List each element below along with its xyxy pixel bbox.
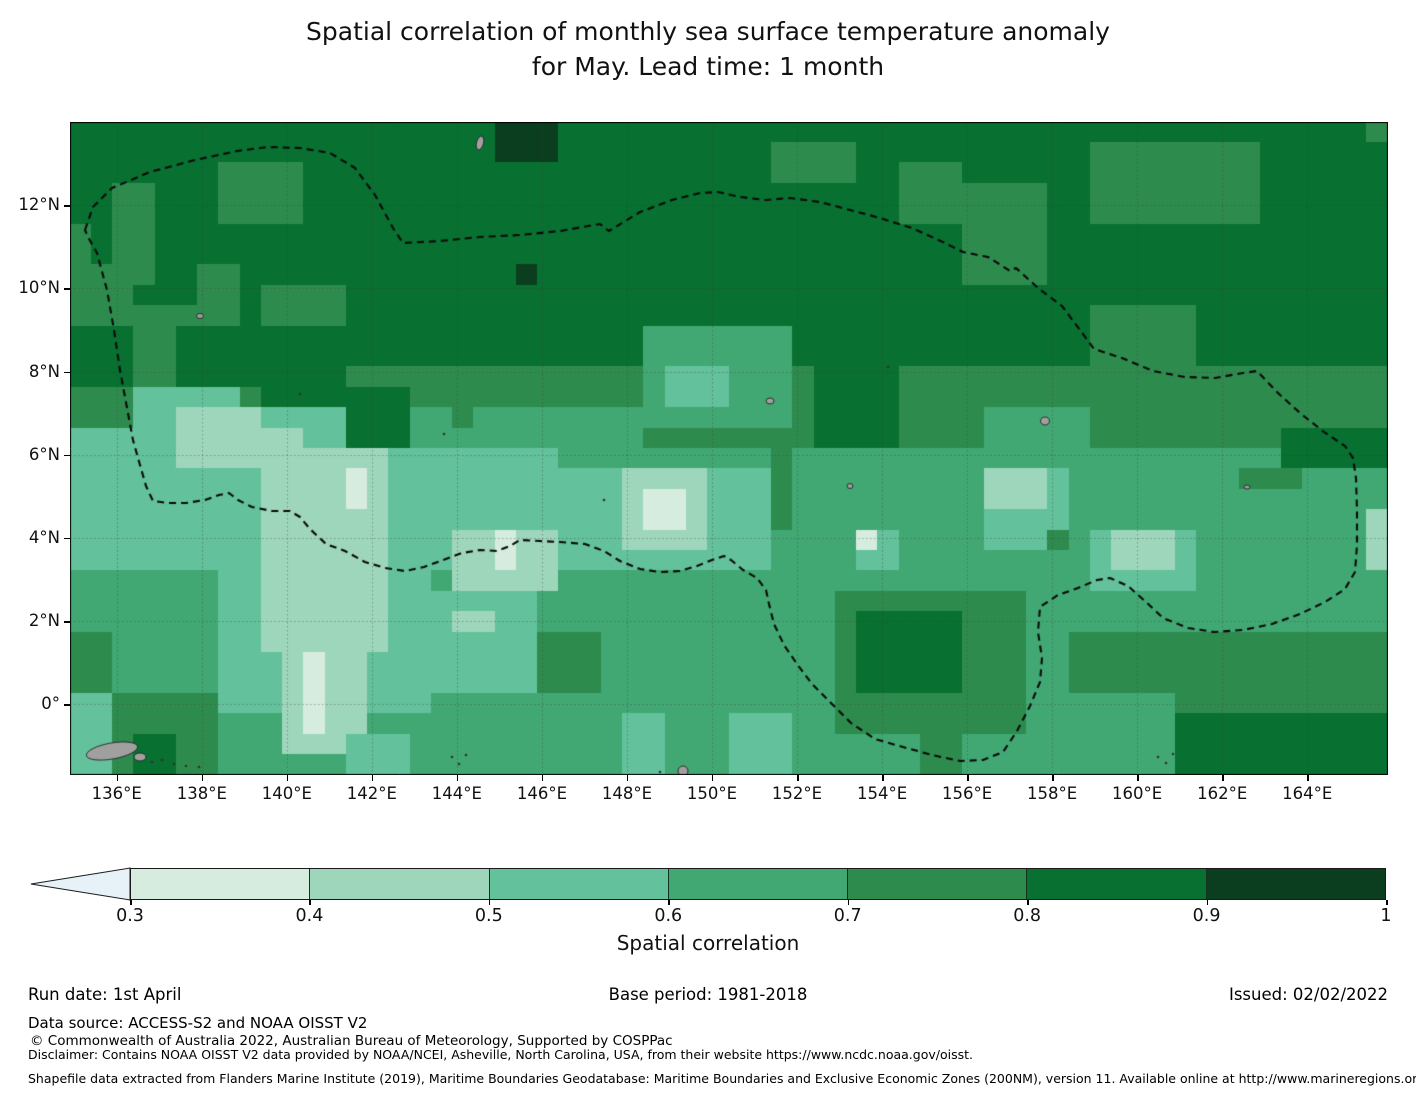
y-tick-label: 12°N [18,195,60,215]
copyright-text: © Commonwealth of Australia 2022, Austra… [30,1033,673,1049]
x-tick-mark [201,775,204,781]
title-line-1: Spatial correlation of monthly sea surfa… [306,17,1110,46]
colorbar-tick-mark [1027,900,1029,905]
data-source-text: Data source: ACCESS-S2 and NOAA OISST V2 [28,1014,368,1032]
x-tick-label: 148°E [601,784,653,803]
x-tick-mark [797,775,799,781]
colorbar-tick-mark [668,900,670,905]
y-tick-mark [64,704,70,706]
y-tick-mark [64,454,70,457]
colorbar-tick-label: 0.8 [1013,906,1042,926]
disclaimer-text: Disclaimer: Contains NOAA OISST V2 data … [28,1047,973,1062]
x-tick-label: 162°E [1197,784,1248,803]
x-tick-mark [116,775,119,781]
colorbar-label: Spatial correlation [616,931,800,955]
colorbar-tick-label: 0.6 [654,906,683,926]
colorbar-tick-label: 0.9 [1192,906,1221,926]
x-tick-label: 146°E [516,784,567,803]
run-date-text: Run date: 1st April [28,985,182,1004]
x-tick-mark [1052,775,1054,781]
y-tick-label: 8°N [28,361,60,381]
x-tick-label: 144°E [431,784,482,803]
colorbar-underflow-arrow [30,867,131,901]
y-tick-label: 6°N [28,444,60,464]
x-tick-label: 152°E [771,784,823,803]
colorbar-tick-label: 0.5 [474,906,503,926]
x-tick-label: 158°E [1027,784,1078,803]
x-tick-mark [626,775,629,781]
title-line-2: for May. Lead time: 1 month [531,52,885,81]
x-tick-label: 142°E [346,784,397,803]
x-tick-label: 140°E [261,784,312,803]
y-tick-label: 2°N [28,611,60,631]
x-tick-label: 154°E [856,784,908,803]
x-tick-mark [456,775,459,781]
page-title: Spatial correlation of monthly sea surfa… [0,14,1416,84]
y-tick-mark [64,205,70,207]
colorbar-segment-0.9-1 [1205,869,1385,899]
x-tick-mark [882,775,884,781]
colorbar-segment-0.3-0.4 [131,869,310,899]
x-tick-mark [1222,775,1224,781]
base-period-text: Base period: 1981-2018 [608,985,808,1004]
colorbar-segment-0.4-0.5 [309,869,489,899]
y-tick-label: 0° [41,694,60,714]
y-tick-label: 4°N [28,527,60,547]
colorbar-segment-0.5-0.6 [488,869,668,899]
colorbar-segment-0.8-0.9 [1026,869,1206,899]
colorbar-segment-0.7-0.8 [847,869,1027,899]
colorbar-tick-mark [309,900,311,905]
x-tick-label: 156°E [941,784,993,803]
colorbar-tick-label: 0.3 [116,906,144,926]
x-tick-mark [1307,775,1309,781]
x-tick-mark [967,775,969,781]
colorbar-bar [130,868,1386,900]
colorbar-tick-mark [488,900,491,905]
y-tick-mark [64,371,70,374]
x-tick-mark [286,775,289,781]
colorbar-segment-0.6-0.7 [667,869,848,899]
colorbar-tick-mark [1386,900,1388,905]
y-tick-mark [64,537,70,540]
x-tick-label: 136°E [91,784,142,803]
colorbar-tick-label: 1 [1380,906,1392,926]
x-tick-label: 164°E [1282,784,1333,803]
x-tick-mark [541,775,544,781]
colorbar-tick-mark [847,900,850,905]
issued-text: Issued: 02/02/2022 [1228,985,1388,1004]
colorbar-tick-label: 0.4 [295,906,324,926]
x-tick-mark [1137,775,1139,781]
x-tick-mark [371,775,374,781]
x-tick-label: 160°E [1112,784,1163,803]
map-canvas [70,122,1388,775]
y-tick-mark [64,621,70,623]
y-tick-label: 10°N [18,278,60,298]
x-tick-label: 150°E [686,784,738,803]
x-tick-label: 138°E [176,784,227,803]
colorbar-tick-mark [1206,900,1209,905]
colorbar-tick-label: 0.7 [833,906,862,926]
x-tick-mark [711,775,714,781]
colorbar-tick-mark [130,900,132,905]
shapefile-text: Shapefile data extracted from Flanders M… [28,1071,1416,1086]
y-tick-mark [64,288,70,290]
